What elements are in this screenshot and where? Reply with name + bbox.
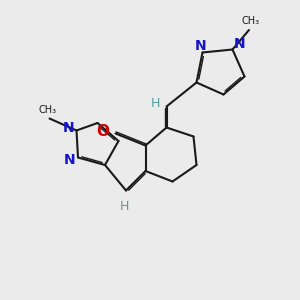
Text: CH₃: CH₃	[242, 16, 260, 26]
Text: N: N	[195, 39, 207, 53]
Text: N: N	[233, 37, 245, 50]
Text: H: H	[120, 200, 129, 213]
Text: N: N	[64, 154, 75, 167]
Text: H: H	[150, 97, 160, 110]
Text: N: N	[62, 121, 74, 134]
Text: CH₃: CH₃	[39, 105, 57, 115]
Text: O: O	[96, 124, 109, 140]
